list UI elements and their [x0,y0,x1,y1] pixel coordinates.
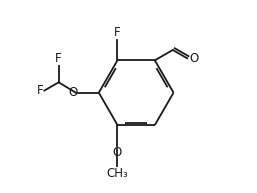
Text: O: O [189,52,199,65]
Text: F: F [114,26,121,39]
Text: F: F [37,84,43,97]
Text: F: F [55,52,62,65]
Text: CH₃: CH₃ [107,167,128,180]
Text: O: O [113,146,122,159]
Text: O: O [68,86,78,99]
